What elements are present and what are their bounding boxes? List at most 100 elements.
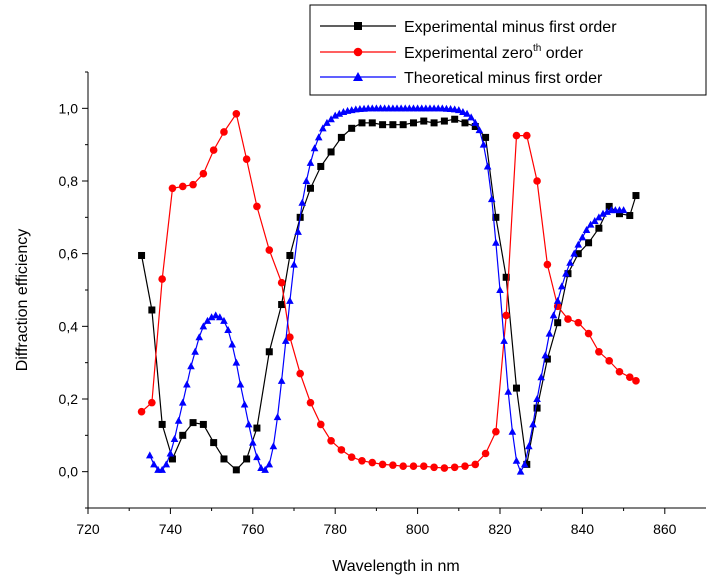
- data-point: [595, 224, 603, 232]
- data-point: [158, 420, 166, 428]
- data-point: [541, 351, 550, 359]
- data-point: [232, 358, 241, 366]
- data-point: [306, 184, 314, 192]
- data-point: [440, 464, 449, 472]
- legend: Experimental minus first order Experimen…: [309, 4, 707, 96]
- data-point: [574, 240, 583, 248]
- data-point: [158, 465, 166, 473]
- data-point: [277, 376, 286, 384]
- data-point: [189, 419, 197, 427]
- series-3: [146, 104, 628, 475]
- data-point: [430, 463, 438, 472]
- data-point: [178, 398, 187, 406]
- data-point: [253, 453, 261, 461]
- data-point: [584, 329, 593, 338]
- legend-circle-marker: [353, 47, 363, 57]
- data-point: [479, 140, 488, 148]
- data-point: [347, 453, 356, 461]
- legend-entry-experimental-zeroth: Experimental zeroth order: [320, 43, 584, 62]
- series-line: [141, 112, 637, 469]
- data-point: [574, 250, 582, 258]
- data-point: [281, 336, 290, 344]
- data-point: [525, 442, 533, 450]
- data-point: [286, 333, 294, 342]
- x-tick-label: 720: [76, 521, 100, 537]
- data-point: [265, 348, 273, 356]
- data-point: [269, 442, 278, 450]
- data-point: [599, 209, 607, 217]
- data-point: [409, 119, 417, 127]
- data-point: [500, 336, 508, 344]
- data-point: [358, 119, 366, 127]
- data-point: [595, 347, 603, 356]
- data-point: [483, 162, 492, 170]
- data-point: [553, 296, 562, 304]
- series-line: [149, 107, 624, 474]
- data-point: [286, 251, 294, 259]
- data-point: [508, 427, 517, 435]
- series-2: [137, 109, 640, 472]
- data-point: [455, 106, 463, 114]
- data-point: [148, 398, 156, 407]
- data-point: [558, 282, 566, 290]
- data-point: [475, 126, 484, 134]
- data-point: [502, 273, 510, 281]
- y-tick-label: 0,6: [59, 246, 79, 262]
- data-point: [240, 400, 249, 408]
- data-point: [265, 246, 274, 254]
- data-point: [327, 148, 335, 156]
- data-point: [166, 449, 175, 457]
- data-point: [502, 311, 510, 320]
- data-point: [578, 233, 587, 241]
- data-point: [549, 311, 558, 319]
- x-tick-label: 860: [653, 521, 677, 537]
- data-point: [451, 115, 459, 123]
- data-point: [286, 296, 294, 304]
- data-point: [335, 109, 344, 117]
- data-point: [150, 460, 158, 468]
- data-point: [220, 128, 228, 136]
- data-point: [554, 319, 562, 327]
- data-point: [574, 318, 583, 327]
- data-point: [482, 133, 490, 141]
- data-point: [199, 322, 208, 330]
- data-point: [471, 118, 480, 126]
- data-point: [331, 111, 339, 119]
- y-axis-title: Diffraction efficiency: [14, 229, 31, 372]
- data-point: [199, 420, 207, 428]
- x-tick-label: 840: [571, 521, 595, 537]
- data-point: [605, 357, 613, 365]
- data-point: [189, 180, 197, 189]
- data-point: [146, 451, 154, 459]
- data-point: [440, 117, 448, 125]
- data-point: [236, 380, 245, 388]
- data-point: [170, 434, 179, 442]
- data-point: [504, 387, 513, 395]
- data-point: [310, 144, 319, 152]
- data-point: [290, 260, 298, 268]
- data-point: [232, 109, 241, 118]
- data-point: [605, 202, 613, 210]
- data-point: [625, 373, 634, 382]
- y-tick-label: 0,2: [59, 391, 79, 407]
- y-tick-label: 0,0: [59, 464, 79, 480]
- legend-entry-theoretical-minus-first: Theoretical minus first order: [320, 70, 603, 87]
- data-point: [220, 455, 228, 463]
- data-point: [211, 311, 220, 319]
- data-point: [137, 407, 146, 416]
- data-point: [430, 119, 438, 127]
- data-point: [327, 436, 335, 445]
- data-point: [615, 210, 623, 218]
- data-point: [512, 384, 520, 392]
- data-point: [632, 377, 640, 385]
- data-point: [337, 133, 345, 141]
- data-point: [533, 395, 541, 402]
- data-point: [590, 216, 599, 224]
- data-point: [533, 177, 541, 185]
- data-point: [481, 449, 490, 458]
- axes: 720 740 760 780 800 820 840 860 0,0 0,2 0,4 0,6 0,8 1…: [59, 71, 706, 537]
- data-point: [316, 420, 325, 429]
- data-point: [273, 413, 282, 421]
- data-point: [261, 465, 269, 473]
